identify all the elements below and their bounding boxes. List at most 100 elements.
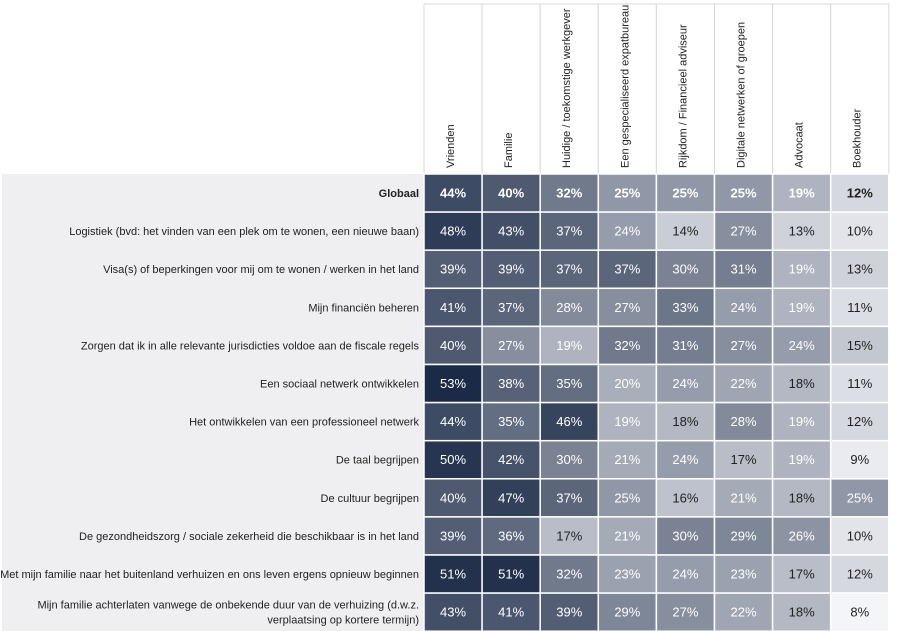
heatmap-cell [597,478,658,518]
cell-value-label: 13% [789,224,815,239]
heatmap-cell [771,249,832,290]
row-label: Zorgen dat ik in alle relevante jurisdic… [81,340,420,352]
cell-value-label: 40% [440,490,466,505]
cell-value-label: 25% [614,490,640,505]
cell-value-label: 19% [789,300,815,315]
cell-value-label: 24% [672,452,698,467]
row-label: Mijn familie achterlaten vanwege de onbe… [37,600,419,612]
heatmap-cell [829,478,890,518]
cell-value-label: 44% [440,414,466,429]
cell-value-label: 9% [850,452,869,467]
cell-value-label: 46% [556,414,582,429]
cell-value-label: 21% [614,528,640,543]
heatmap-cell [539,211,600,251]
cell-value-label: 24% [789,338,815,353]
cell-value-label: 41% [498,605,524,620]
cell-value-label: 42% [498,452,524,467]
cell-value-label: 37% [556,490,582,505]
cell-value-label: 26% [789,528,815,543]
heatmap-cell [597,173,658,213]
cell-value-label: 24% [731,300,757,315]
cell-value-label: 25% [731,185,757,200]
row-label: Het ontwikkelen van een professioneel ne… [189,417,419,429]
cell-value-label: 30% [556,452,582,467]
heatmap-cell [481,439,541,480]
cell-value-label: 8% [850,605,869,620]
cell-value-label: 30% [672,528,698,543]
heatmap-cell [771,325,832,366]
heatmap-cell [829,516,890,556]
row-label: Met mijn familie naar het buitenland ver… [0,569,419,581]
heatmap-cell [423,554,483,594]
row-label: De gezondheidszorg / sociale zekerheid d… [79,531,419,543]
cell-value-label: 22% [731,376,757,391]
heatmap-cell [771,592,832,631]
heatmap-cell [481,592,541,631]
cell-value-label: 21% [614,452,640,467]
cell-value-label: 17% [789,566,815,581]
cell-value-label: 10% [847,224,873,239]
cell-value-label: 15% [847,338,873,353]
row-label: verplaatsing op kortere termijn) [267,615,419,627]
cell-value-label: 17% [556,528,582,543]
heatmap-cell [539,363,600,404]
heatmap-cell [771,363,832,404]
heatmap-cell [655,211,716,251]
cell-value-label: 19% [614,414,640,429]
row-label: De cultuur begrijpen [321,493,419,505]
cell-value-label: 13% [847,262,873,277]
column-header-box [714,3,774,175]
column-header-box [423,3,483,175]
cell-value-label: 32% [556,566,582,581]
cell-value-label: 25% [847,490,873,505]
heatmap-cell [539,592,600,631]
cell-value-label: 24% [672,376,698,391]
cell-value-label: 11% [847,300,872,315]
cell-value-label: 21% [731,490,757,505]
cell-value-label: 16% [672,490,698,505]
cell-value-label: 38% [498,376,524,391]
column-label: Boekhouder [852,108,864,168]
column-header-box [481,3,541,175]
row-label-background [2,174,424,631]
heatmap-cell [771,478,832,518]
heatmap-cell [423,516,483,556]
heatmap-cell [713,478,774,518]
heatmap-cell [829,325,890,366]
cell-value-label: 36% [498,528,524,543]
heatmap-cell [655,401,716,442]
cell-value-label: 12% [847,185,873,200]
heatmap-cell [539,401,600,442]
row-label: Logistiek (bvd: het vinden van een plek … [69,226,419,238]
cell-value-label: 24% [672,566,698,581]
cell-value-label: 33% [672,300,698,315]
cell-value-label: 48% [440,224,466,239]
column-label: Rijkdom / Financieel adviseur [677,24,689,168]
column-header-box [539,3,599,175]
cell-value-label: 37% [498,300,524,315]
cell-value-label: 47% [498,490,524,505]
cell-value-label: 28% [731,414,757,429]
heatmap-cell [539,554,600,594]
cell-value-label: 18% [672,414,698,429]
row-label: Visa(s) of beperkingen voor mij om te wo… [103,264,419,276]
heatmap-cell [713,211,774,251]
cell-value-label: 19% [556,338,582,353]
cell-value-label: 20% [614,376,640,391]
cell-value-label: 23% [614,566,640,581]
cell-value-label: 17% [731,452,757,467]
column-label: Huidige / toekomstige werkgever [561,8,573,168]
heatmap-cell [597,287,658,328]
column-label: Digitale netwerken of groepen [735,22,747,168]
cell-value-label: 19% [789,414,815,429]
column-header-box [597,3,657,175]
cell-value-label: 39% [440,528,466,543]
cell-value-label: 27% [614,300,640,315]
heatmap-cell [655,478,716,518]
heatmap-cell [829,592,890,631]
heatmap-cell [829,211,890,251]
cell-value-label: 37% [556,224,582,239]
heatmap-cell [655,325,716,366]
cell-value-label: 25% [672,185,698,200]
